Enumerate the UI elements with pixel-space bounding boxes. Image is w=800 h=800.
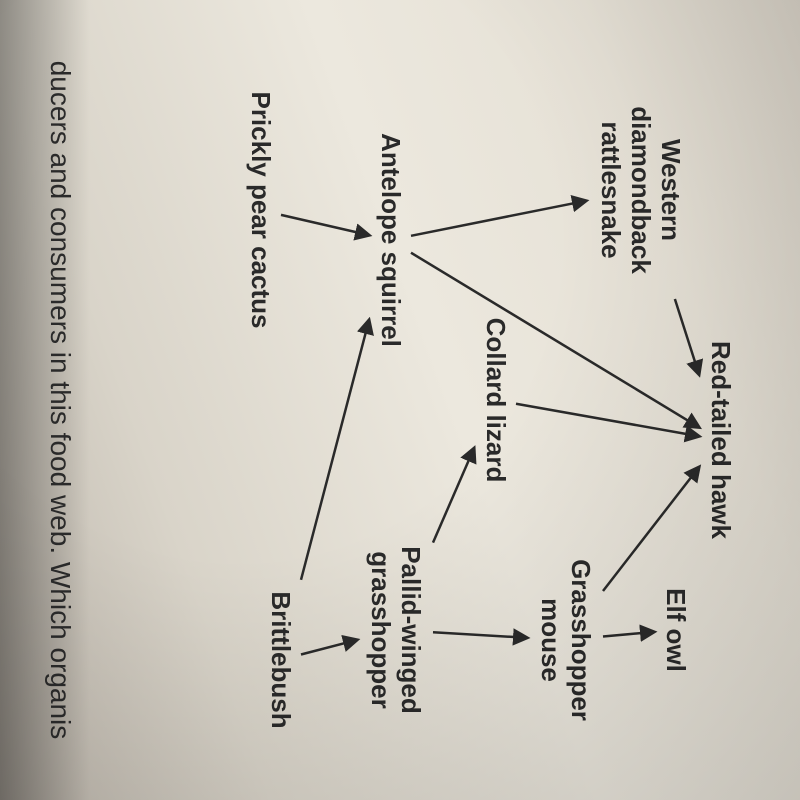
label-grasshopper_mouse: Grasshopper mouse — [535, 559, 595, 721]
edge-collard_lizard-to-red_tailed_hawk — [516, 404, 699, 437]
question-text: ducers and consumers in this food web. W… — [44, 61, 76, 740]
edge-prickly_pear-to-antelope_squirrel — [281, 215, 369, 235]
label-antelope_squirrel: Antelope squirrel — [375, 133, 405, 347]
label-red_tailed_hawk: Red-tailed hawk — [705, 341, 735, 539]
edge-brittlebush-to-antelope_squirrel — [301, 320, 369, 580]
label-pallid_grasshopper: Pallid-winged grasshopper — [365, 546, 425, 714]
edge-antelope_squirrel-to-western_rattlesnake — [411, 201, 586, 236]
edge-grasshopper_mouse-to-elf_owl — [603, 632, 654, 637]
label-elf_owl: Elf owl — [660, 588, 690, 672]
edge-western_rattlesnake-to-red_tailed_hawk — [675, 299, 699, 374]
edge-brittlebush-to-pallid_grasshopper — [301, 640, 357, 655]
edge-pallid_grasshopper-to-grasshopper_mouse — [433, 632, 527, 638]
edge-antelope_squirrel-to-red_tailed_hawk — [411, 253, 699, 428]
edge-grasshopper_mouse-to-red_tailed_hawk — [603, 467, 699, 591]
label-prickly_pear: Prickly pear cactus — [245, 91, 275, 328]
edge-pallid_grasshopper-to-collard_lizard — [433, 448, 474, 542]
food-web-diagram: Red-tailed hawk Elf owl Western diamondbac… — [0, 0, 800, 800]
label-brittlebush: Brittlebush — [265, 591, 295, 728]
label-western_rattlesnake: Western diamondback rattlesnake — [595, 106, 685, 274]
label-collard_lizard: Collard lizard — [480, 318, 510, 483]
